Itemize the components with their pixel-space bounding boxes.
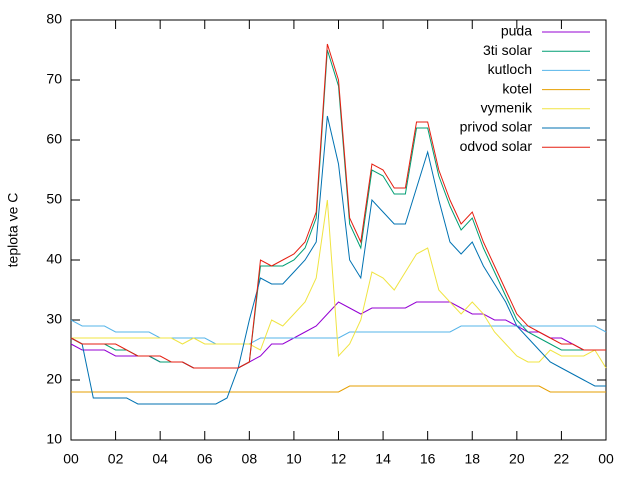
y-tick-label: 20 [46, 371, 62, 387]
y-tick-label: 30 [46, 311, 62, 327]
series-line [70, 43, 606, 369]
y-tick-label: 10 [46, 431, 62, 447]
x-tick-label: 00 [598, 451, 614, 467]
x-tick-label: 08 [242, 451, 258, 467]
legend-label: vymenik [481, 100, 533, 116]
x-tick-label: 14 [375, 451, 391, 467]
legend-label: kotel [502, 80, 532, 96]
legend-label: odvod solar [460, 138, 533, 154]
legend-label: puda [501, 23, 532, 39]
x-tick-label: 18 [464, 451, 480, 467]
y-tick-label: 70 [46, 71, 62, 87]
x-tick-label: 22 [554, 451, 570, 467]
legend-label: 3ti solar [483, 42, 532, 58]
x-tick-label: 16 [420, 451, 436, 467]
plot-border [70, 19, 607, 441]
series-line [70, 115, 606, 405]
x-tick-label: 00 [63, 451, 79, 467]
x-tick-label: 02 [108, 451, 124, 467]
series-line [71, 199, 607, 369]
y-tick-label: 40 [46, 251, 62, 267]
legend-label: privod solar [460, 119, 533, 135]
y-tick-label: 50 [46, 191, 62, 207]
legend-label: kutloch [488, 61, 532, 77]
x-tick-label: 12 [331, 451, 347, 467]
y-tick-label: 80 [46, 11, 62, 27]
x-tick-label: 04 [152, 451, 168, 467]
y-axis-label: teplota ve C [5, 193, 21, 268]
series-line [71, 385, 606, 393]
x-tick-label: 20 [509, 451, 525, 467]
x-tick-label: 06 [197, 451, 213, 467]
x-tick-label: 10 [286, 451, 302, 467]
y-tick-label: 60 [46, 131, 62, 147]
